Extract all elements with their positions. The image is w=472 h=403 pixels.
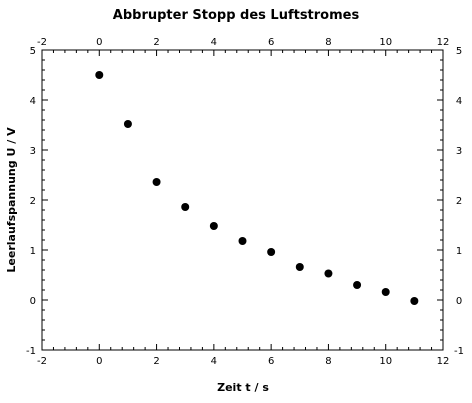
- data-point: [410, 297, 419, 305]
- y-tick-label: 2: [30, 196, 36, 207]
- x-tick-label-top: 8: [325, 37, 331, 48]
- x-tick-label-top: 2: [153, 37, 159, 48]
- y-tick-label: 5: [30, 46, 36, 57]
- data-point: [181, 203, 190, 211]
- y-tick-label: -1: [26, 346, 36, 357]
- x-axis-label: Zeit t / s: [217, 381, 269, 394]
- x-tick-label-top: 12: [437, 37, 450, 48]
- y-tick-label-right: 3: [456, 146, 462, 157]
- axis-ticks: [41, 49, 444, 351]
- x-tick-label-top: 0: [96, 37, 102, 48]
- x-tick-label-top: -2: [37, 37, 47, 48]
- data-point: [353, 281, 362, 289]
- y-tick-label: 4: [30, 96, 36, 107]
- y-tick-label-right: 1: [456, 246, 462, 257]
- y-tick-label: 1: [30, 246, 36, 257]
- x-tick-label: -2: [37, 356, 47, 367]
- x-tick-label: 10: [379, 356, 392, 367]
- data-points: [95, 71, 419, 305]
- data-point: [238, 237, 247, 245]
- data-point: [295, 263, 304, 271]
- x-tick-label-top: 4: [211, 37, 217, 48]
- plot-frame: [41, 49, 444, 351]
- y-tick-label-right: 2: [456, 196, 462, 207]
- y-tick-label-right: 5: [456, 46, 462, 57]
- data-point: [123, 120, 132, 128]
- y-tick-label-right: 0: [456, 296, 462, 307]
- x-tick-label-top: 6: [268, 37, 274, 48]
- y-tick-label-right: -1: [454, 346, 464, 357]
- chart-title: Abbrupter Stopp des Luftstromes: [113, 8, 360, 23]
- data-point: [209, 222, 218, 230]
- data-point: [95, 71, 104, 79]
- x-tick-label: 8: [325, 356, 331, 367]
- x-tick-label: 2: [153, 356, 159, 367]
- x-tick-label: 12: [437, 356, 450, 367]
- y-tick-label: 3: [30, 146, 36, 157]
- y-tick-label-right: 4: [456, 96, 462, 107]
- data-point: [267, 248, 276, 256]
- data-point: [152, 178, 161, 186]
- data-point: [381, 288, 390, 296]
- x-tick-label-top: 10: [379, 37, 392, 48]
- y-axis-label: Leerlaufspannung U / V: [5, 127, 18, 273]
- x-tick-label: 0: [96, 356, 102, 367]
- x-tick-label: 6: [268, 356, 274, 367]
- y-tick-label: 0: [30, 296, 36, 307]
- x-tick-label: 4: [211, 356, 217, 367]
- data-point: [324, 269, 333, 278]
